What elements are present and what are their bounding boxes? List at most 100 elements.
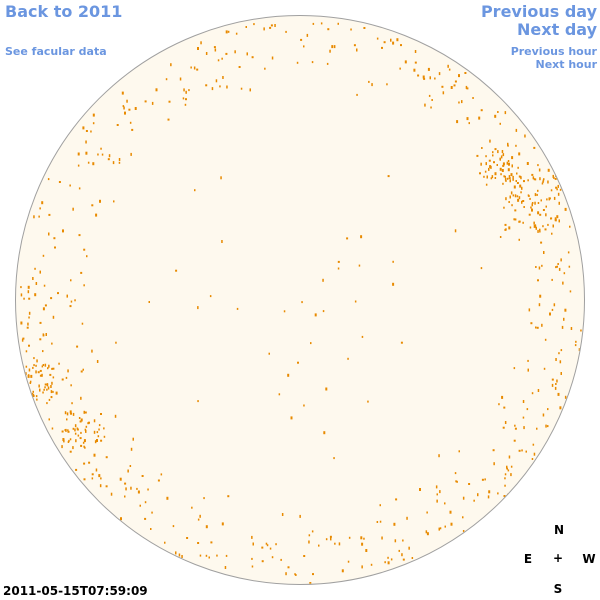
facula-speck xyxy=(511,156,514,160)
facula-speck xyxy=(408,546,410,550)
facula-speck xyxy=(82,368,84,371)
facula-speck xyxy=(347,357,349,360)
facula-speck xyxy=(29,382,32,384)
facula-speck xyxy=(570,327,573,330)
previous-day-link[interactable]: Previous day xyxy=(480,2,597,21)
facula-speck xyxy=(30,374,33,378)
facula-speck xyxy=(306,33,309,37)
facula-speck xyxy=(172,525,175,528)
facula-speck xyxy=(83,410,85,414)
facula-speck xyxy=(309,582,312,584)
facula-speck xyxy=(337,22,339,25)
facula-speck xyxy=(69,184,71,187)
facula-speck xyxy=(175,551,177,555)
facula-speck xyxy=(505,228,507,231)
facula-speck xyxy=(329,535,332,538)
facula-speck xyxy=(80,431,82,434)
facula-speck xyxy=(361,565,363,569)
facula-speck xyxy=(484,478,486,481)
facula-speck xyxy=(78,187,81,190)
back-to-year-link[interactable]: Back to 2011 xyxy=(5,2,123,21)
facula-speck xyxy=(325,538,328,541)
facula-speck xyxy=(564,395,567,399)
facula-speck xyxy=(42,391,44,394)
facula-speck xyxy=(406,516,408,520)
facula-speck xyxy=(99,199,101,203)
facula-speck xyxy=(166,496,169,500)
facula-speck xyxy=(105,485,108,488)
facula-speck xyxy=(497,150,499,154)
facula-speck xyxy=(424,103,426,107)
facula-speck xyxy=(400,44,402,47)
facula-speck xyxy=(96,439,98,442)
facula-speck xyxy=(487,495,490,499)
facula-speck xyxy=(274,24,276,27)
facula-speck xyxy=(25,350,28,353)
facula-speck xyxy=(269,26,272,29)
facula-speck xyxy=(98,424,101,427)
facula-speck xyxy=(506,177,509,180)
facula-speck xyxy=(518,220,520,223)
facula-speck xyxy=(551,383,554,387)
facula-speck xyxy=(542,209,545,211)
facula-speck xyxy=(515,128,518,132)
facula-speck xyxy=(116,124,119,126)
facula-speck xyxy=(108,154,111,158)
next-hour-link[interactable]: Next hour xyxy=(535,58,598,71)
compass-west-label: W xyxy=(582,552,596,566)
facula-speck xyxy=(18,392,20,395)
facula-speck xyxy=(476,154,479,157)
facula-speck xyxy=(290,416,293,420)
facula-speck xyxy=(82,441,85,444)
facula-speck xyxy=(52,315,55,319)
facula-speck xyxy=(107,158,110,161)
facula-speck xyxy=(547,425,549,428)
facula-speck xyxy=(484,170,487,173)
facula-speck xyxy=(333,457,335,460)
facula-speck xyxy=(551,308,554,311)
facula-speck xyxy=(402,558,405,561)
previous-hour-link[interactable]: Previous hour xyxy=(510,45,597,58)
facula-speck xyxy=(35,282,38,285)
facula-speck xyxy=(20,394,22,397)
facula-speck xyxy=(523,206,525,208)
facula-speck xyxy=(32,366,34,369)
facula-speck xyxy=(67,430,70,433)
facula-speck xyxy=(444,525,446,528)
facula-speck xyxy=(485,183,488,186)
facula-speck xyxy=(280,558,282,561)
facula-speck xyxy=(136,487,138,490)
facula-speck xyxy=(353,44,356,47)
facula-speck xyxy=(430,106,432,109)
facula-speck xyxy=(320,22,323,25)
facula-speck xyxy=(29,380,32,383)
facula-speck xyxy=(124,495,126,498)
facula-speck xyxy=(558,267,561,271)
see-facular-data-link[interactable]: See facular data xyxy=(5,45,107,58)
facula-speck xyxy=(494,148,497,151)
facula-speck xyxy=(492,154,494,157)
facula-speck xyxy=(394,539,397,543)
facula-speck xyxy=(83,478,86,481)
facula-speck xyxy=(28,297,31,300)
facula-speck xyxy=(69,450,72,453)
facula-speck xyxy=(500,155,503,159)
facula-speck xyxy=(537,202,540,204)
facula-speck xyxy=(264,67,266,70)
facula-speck xyxy=(539,228,541,231)
facula-speck xyxy=(82,126,85,130)
facula-speck xyxy=(44,363,47,367)
facula-speck xyxy=(278,393,281,396)
facula-speck xyxy=(502,182,504,185)
facula-speck xyxy=(499,122,501,125)
next-day-link[interactable]: Next day xyxy=(517,20,597,39)
facula-speck xyxy=(249,88,251,92)
facula-speck xyxy=(338,542,341,546)
facula-speck xyxy=(383,41,386,44)
facula-speck xyxy=(552,174,554,178)
facula-speck xyxy=(323,431,326,435)
facula-speck xyxy=(196,68,199,71)
facula-speck xyxy=(489,165,492,169)
facula-speck xyxy=(311,61,314,64)
facula-speck xyxy=(99,484,102,488)
